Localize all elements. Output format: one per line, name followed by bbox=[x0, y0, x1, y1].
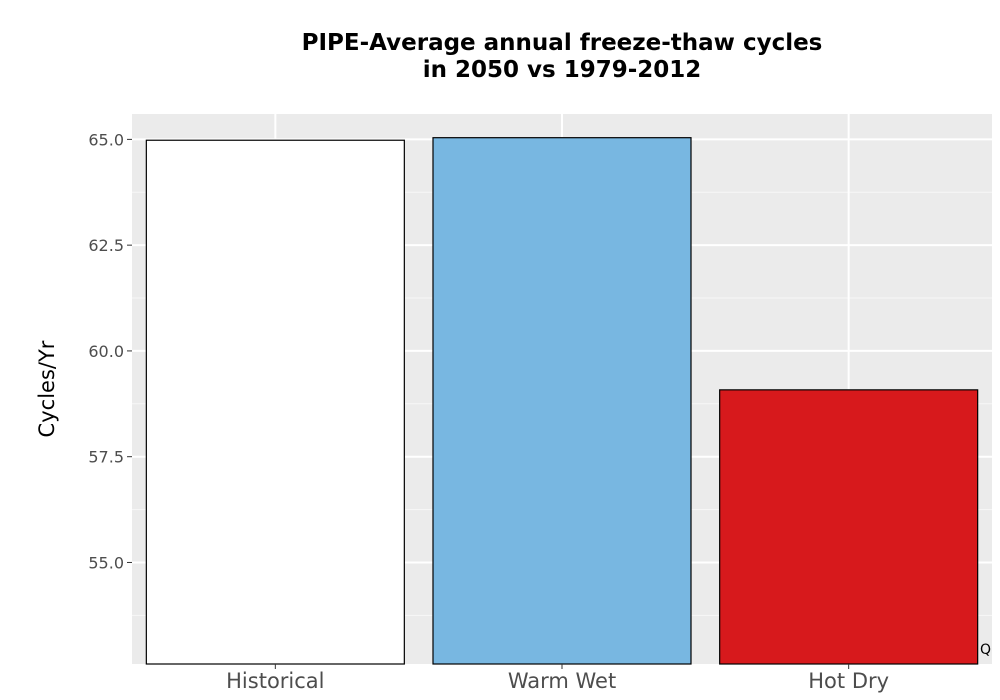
chart-title: PIPE-Average annual freeze-thaw cycles i… bbox=[132, 30, 992, 84]
chart-title-line-1: PIPE-Average annual freeze-thaw cycles bbox=[301, 30, 823, 56]
x-tick-label: Historical bbox=[226, 669, 324, 693]
x-tick-label: Warm Wet bbox=[508, 669, 616, 693]
bars bbox=[145, 137, 979, 665]
y-tick-label: 65.0 bbox=[88, 130, 124, 149]
y-tick-label: 55.0 bbox=[88, 553, 124, 572]
y-tick-label: 60.0 bbox=[88, 342, 124, 361]
x-axis-ticks: Historical Warm Wet Hot Dry bbox=[226, 664, 889, 693]
y-axis-title: Cycles/Yr bbox=[35, 340, 59, 437]
y-tick-label: 62.5 bbox=[88, 236, 124, 255]
x-tick-label: Hot Dry bbox=[808, 669, 889, 693]
corner-note: Q bbox=[980, 642, 991, 658]
bar-historical bbox=[145, 139, 405, 665]
chart-title-line-2: in 2050 vs 1979-2012 bbox=[422, 57, 702, 83]
bar-hot-dry bbox=[719, 389, 979, 665]
y-axis-ticks: 55.0 57.5 60.0 62.5 65.0 bbox=[88, 130, 132, 572]
bar-warm-wet bbox=[432, 137, 692, 665]
y-tick-label: 57.5 bbox=[88, 448, 124, 467]
